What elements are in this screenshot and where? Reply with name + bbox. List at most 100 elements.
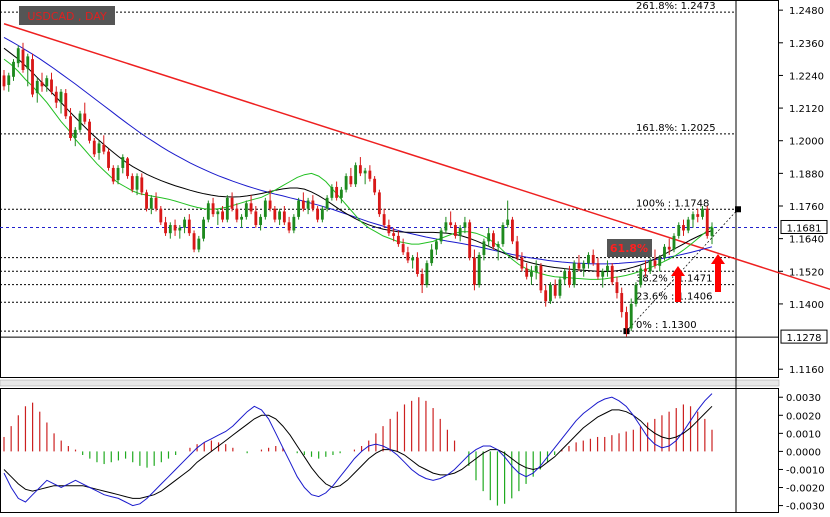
price-tick-label: 1.2240: [789, 71, 824, 82]
candle-body: [625, 312, 628, 329]
macd-axis: 0.0030 0.0020 0.0010 0.0000 -0.0010 -0.0020 -0…: [779, 393, 825, 513]
candle-body: [73, 129, 77, 138]
candle-body: [335, 186, 339, 198]
up-arrow-2: [711, 254, 725, 292]
candle-body: [449, 222, 453, 226]
candle-body: [568, 271, 571, 285]
macd-tick-label: -0.0010: [786, 465, 825, 476]
candle-body: [425, 263, 429, 285]
candle-body: [206, 203, 210, 220]
candle-body: [368, 170, 372, 179]
candle-body: [54, 91, 58, 103]
candle-body: [83, 113, 87, 122]
macd-tick-label: 0.0000: [786, 447, 821, 458]
candle-body: [663, 246, 666, 258]
symbol-title-badge: USDCAD , DAY: [19, 6, 115, 25]
candle-body: [415, 257, 419, 274]
candle-body: [240, 216, 244, 220]
candle-body: [582, 263, 586, 269]
candle-body: [506, 219, 510, 226]
candle-body: [615, 282, 619, 294]
macd-signal-line: [3, 405, 713, 499]
candle-body: [287, 222, 291, 231]
candle-body: [140, 177, 144, 193]
candle-body: [439, 230, 443, 242]
candle-body: [468, 222, 472, 258]
candle-body: [482, 241, 486, 255]
candle-body: [458, 227, 462, 236]
candle-body: [178, 227, 182, 231]
candle-body: [491, 233, 495, 247]
candle-body: [273, 208, 277, 220]
candle-body: [278, 211, 282, 220]
candle-body: [639, 268, 643, 285]
candle-body: [107, 151, 110, 168]
candle-body: [620, 293, 624, 313]
candle-body: [705, 208, 709, 236]
candle-body: [553, 284, 557, 296]
title-background: [19, 6, 115, 25]
candle-body: [268, 200, 272, 209]
candle-body: [677, 225, 681, 236]
candle-body: [249, 203, 253, 212]
candle-body: [263, 200, 267, 217]
candle-body: [591, 254, 595, 264]
candle-body: [544, 290, 548, 302]
candle-body: [235, 208, 239, 220]
candle-body: [406, 252, 410, 261]
candle-body: [2, 75, 6, 87]
badge-label: 61.8%: [610, 242, 648, 255]
candle-body: [648, 260, 652, 272]
up-arrow-icon: [711, 254, 725, 292]
candle-body: [572, 263, 576, 285]
candle-body: [306, 200, 310, 209]
macd-tick-label: 0.0010: [786, 429, 821, 440]
macd-histogram: [3, 397, 713, 506]
low-price-marker: 1.1278: [780, 329, 828, 344]
candle-body: [463, 222, 467, 228]
candle-body: [530, 271, 533, 277]
candle-body: [225, 197, 229, 220]
candle-body: [59, 91, 63, 103]
candle-body: [601, 271, 605, 277]
candle-body: [254, 211, 258, 226]
chart-title: USDCAD , DAY: [27, 10, 107, 23]
candle-body: [511, 219, 514, 242]
candle-body: [682, 225, 685, 231]
candle-body: [35, 80, 39, 94]
candle-body: [653, 260, 657, 266]
low-price-label: 1.1278: [787, 333, 822, 344]
candle-body: [173, 225, 177, 231]
macd-tick-label: -0.0020: [786, 484, 825, 495]
candle-body: [21, 49, 25, 70]
candle-body: [563, 271, 567, 280]
candle-body: [363, 170, 367, 174]
price-tick-label: 1.2120: [789, 104, 824, 115]
candle-body: [434, 241, 438, 250]
candle-body: [396, 235, 400, 245]
candle-body: [344, 176, 348, 190]
candle-body: [401, 244, 405, 253]
candle-body: [159, 208, 163, 223]
panel-separator[interactable]: [0, 379, 780, 387]
candle-body: [377, 192, 381, 215]
fib-label: 100% : 1.1748: [636, 198, 709, 209]
candle-body: [387, 225, 391, 234]
ma-fast-line: [3, 58, 713, 280]
candle-body: [339, 189, 343, 198]
trendline[interactable]: [3, 23, 830, 310]
candle-body: [534, 265, 538, 272]
macd-tick-label: -0.0030: [786, 502, 825, 513]
candle-body: [520, 257, 524, 269]
candle-body: [297, 200, 301, 217]
candle-body: [244, 203, 248, 217]
candle-body: [130, 176, 134, 190]
candle-body: [154, 197, 158, 209]
candle-body: [111, 167, 115, 182]
badge-background: [607, 239, 652, 257]
candle-body: [496, 244, 500, 247]
candle-body: [311, 200, 315, 209]
candle-body: [644, 268, 647, 272]
fib-label: 0% : 1.1300: [636, 320, 697, 331]
candle-body: [102, 144, 106, 152]
